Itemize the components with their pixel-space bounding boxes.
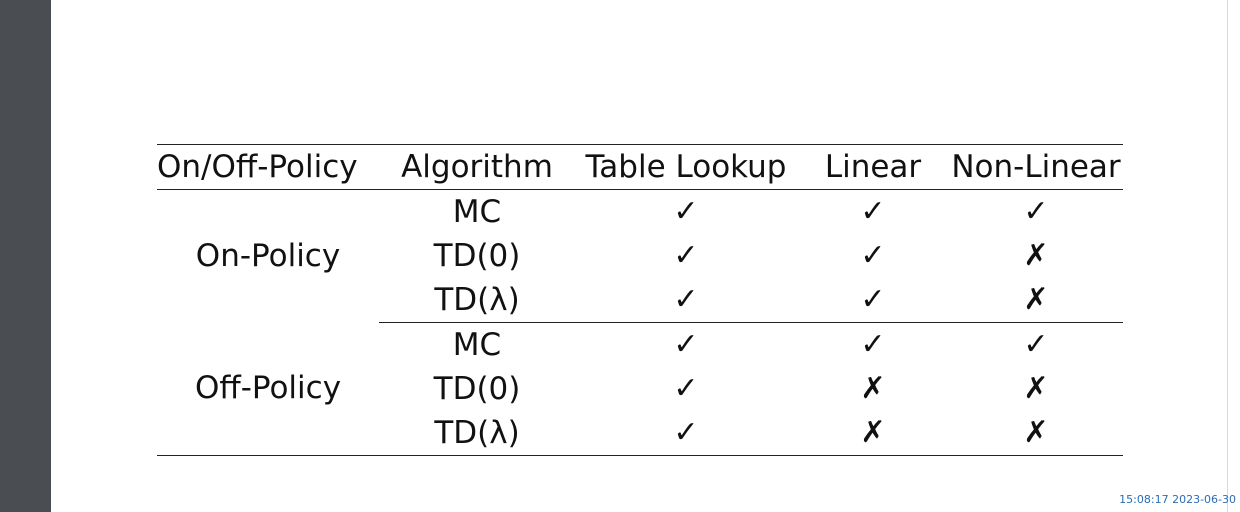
header-linear: Linear — [797, 144, 949, 190]
table-lookup-mark: ✓ — [673, 327, 699, 362]
table-row: On-Policy MC ✓ ✓ ✓ — [157, 190, 1123, 271]
policy-group-label: Off-Policy — [157, 322, 379, 456]
header-on-off-policy: On/Off-Policy — [157, 144, 379, 190]
table-row: TD(0) ✓ ✗ ✗ — [157, 367, 1123, 411]
algorithm-cell: MC — [452, 326, 502, 363]
table-row: Off-Policy MC ✓ ✓ ✓ — [157, 322, 1123, 456]
algorithm-cell: TD(λ) — [379, 411, 575, 456]
non-linear-mark: ✗ — [949, 278, 1123, 323]
non-linear-mark: ✓ — [1023, 327, 1049, 362]
linear-mark: ✗ — [860, 371, 886, 406]
header-algorithm: Algorithm — [379, 144, 575, 190]
non-linear-mark: ✗ — [1023, 238, 1049, 273]
page-edge — [1227, 0, 1240, 512]
linear-mark: ✗ — [797, 411, 949, 456]
table-row: TD(0) ✓ ✓ ✗ — [157, 234, 1123, 278]
non-linear-mark: ✓ — [1023, 194, 1049, 229]
table-lookup-mark: ✓ — [575, 278, 797, 323]
slide-page: On/Off-Policy Algorithm Table Lookup Lin… — [51, 0, 1227, 512]
linear-mark: ✓ — [860, 327, 886, 362]
algorithm-cell: TD(0) — [433, 370, 521, 407]
policy-group-label: On-Policy — [195, 237, 341, 274]
algorithm-cell: TD(0) — [433, 237, 521, 274]
timestamp-label: 15:08:17 2023-06-30 — [1119, 493, 1236, 506]
algorithm-cell: TD(λ) — [379, 278, 575, 323]
header-non-linear: Non-Linear — [949, 144, 1123, 190]
linear-mark: ✓ — [860, 194, 886, 229]
table-row: TD(λ) ✓ ✗ ✗ — [157, 411, 1123, 456]
linear-mark: ✓ — [860, 238, 886, 273]
algorithm-comparison-table: On/Off-Policy Algorithm Table Lookup Lin… — [157, 144, 1123, 456]
table-lookup-mark: ✓ — [673, 194, 699, 229]
non-linear-mark: ✗ — [1023, 371, 1049, 406]
algorithm-cell: MC — [452, 193, 502, 230]
non-linear-mark: ✗ — [949, 411, 1123, 456]
table-header-row: On/Off-Policy Algorithm Table Lookup Lin… — [157, 144, 1123, 190]
table-row: TD(λ) ✓ ✓ ✗ — [157, 278, 1123, 323]
linear-mark: ✓ — [797, 278, 949, 323]
header-table-lookup: Table Lookup — [575, 144, 797, 190]
table-lookup-mark: ✓ — [673, 371, 699, 406]
table-lookup-mark: ✓ — [575, 411, 797, 456]
table-lookup-mark: ✓ — [673, 238, 699, 273]
